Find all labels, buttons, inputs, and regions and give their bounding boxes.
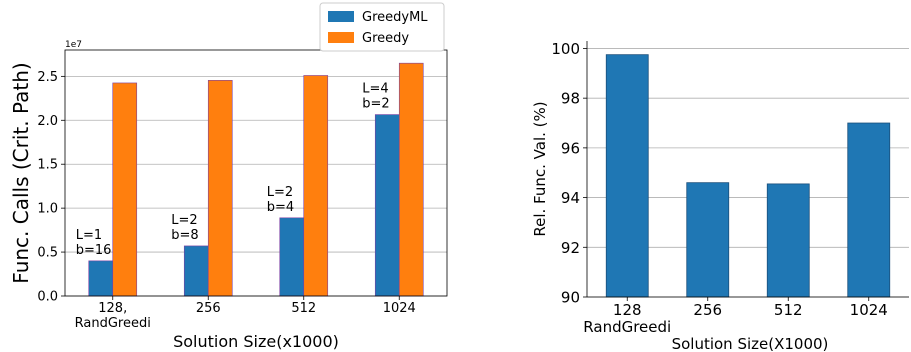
legend-swatch-greedyml	[328, 11, 354, 22]
bar-annotation: L=2 b=8	[171, 213, 198, 243]
bar-greedyml	[279, 217, 305, 297]
bar-annotation: L=4 b=2	[362, 82, 389, 112]
y-tick-label: 94	[561, 189, 580, 207]
bar-rel-func-val	[766, 183, 810, 298]
bar-rel-func-val	[605, 54, 649, 298]
legend-label-greedy: Greedy	[362, 31, 409, 46]
bar-greedyml	[183, 245, 209, 297]
bar-rel-func-val	[686, 182, 730, 298]
x-axis-label: Solution Size(X1000)	[672, 335, 829, 352]
y-tick-label: 98	[561, 90, 580, 108]
y-tick-label: 92	[561, 239, 580, 257]
x-tick-label: 1024	[850, 301, 888, 319]
y-tick-label: 1.0	[37, 202, 58, 217]
x-tick-label: 128, RandGreedi	[75, 301, 151, 331]
bar-rel-func-val	[847, 122, 891, 298]
y-tick-label: 0.5	[37, 246, 58, 261]
x-tick-label: 1024	[383, 301, 416, 316]
right-chart: 90 92 94 96 98 100 128 RandGreedi 256 512 1024 Solu…	[531, 40, 909, 352]
plot-frame	[64, 49, 448, 297]
y-tick-label: 100	[551, 40, 580, 58]
bar-annotation: L=1 b=16	[76, 228, 112, 258]
bar-greedyml	[374, 114, 400, 297]
bar-greedy	[112, 82, 138, 297]
legend: GreedyML Greedy	[319, 2, 445, 52]
legend-label-greedyml: GreedyML	[362, 10, 428, 25]
x-tick-label: 128 RandGreedi	[583, 301, 671, 336]
y-tick-label: 90	[561, 289, 580, 307]
y-offset-text: 1e7	[65, 40, 82, 50]
x-tick-label: 256	[693, 301, 722, 319]
x-tick-label: 512	[774, 301, 803, 319]
bar-greedyml	[88, 260, 114, 297]
bar-greedy	[398, 62, 424, 297]
y-tick-label: 2.0	[37, 114, 58, 129]
y-tick-label: 0.0	[37, 290, 58, 305]
x-axis-label: Solution Size(x1000)	[173, 332, 339, 351]
bar-annotation: L=2 b=4	[267, 185, 294, 215]
left-chart: 0.0 0.5 1.0 1.5 2.0 2.5 128, RandGreedi L=1 b=16 2…	[9, 40, 448, 351]
y-axis-label: Rel. Func. Val. (%)	[531, 101, 549, 236]
y-tick-label: 1.5	[37, 158, 58, 173]
x-tick-label: 512	[291, 301, 316, 316]
y-tick-label: 96	[561, 139, 580, 157]
x-tick-label: 256	[196, 301, 221, 316]
y-axis-label: Func. Calls (Crit. Path)	[9, 62, 33, 283]
legend-swatch-greedy	[328, 32, 354, 43]
bar-greedy	[303, 75, 329, 297]
y-tick-label: 2.5	[37, 70, 58, 85]
bar-greedy	[207, 80, 233, 297]
